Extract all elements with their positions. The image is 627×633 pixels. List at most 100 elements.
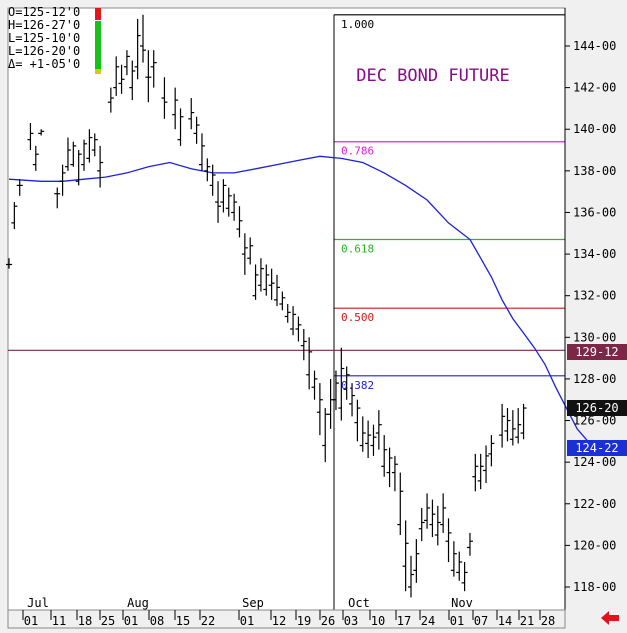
ohlc-bar [16, 179, 23, 196]
y-tick-label-0: 144-00 [573, 39, 616, 53]
ohlc-bar [413, 539, 420, 583]
x-day-label-19: 21 [520, 614, 534, 628]
ohlc-bar [150, 50, 157, 88]
chart-title: DEC BOND FUTURE [356, 66, 510, 86]
ohlc-bar [209, 164, 216, 196]
ohlc-bar [32, 145, 39, 171]
x-month-label-2: Sep [242, 596, 264, 610]
y-tick-label-11: 122-00 [573, 497, 616, 511]
readout-low: L=125-10'0 [8, 31, 81, 45]
ohlc-bar [274, 274, 280, 307]
x-day-label-7: 22 [201, 614, 215, 628]
ohlc-bar [188, 98, 195, 130]
y-tick-label-13: 118-00 [573, 580, 616, 594]
ohlc-bar [520, 403, 527, 440]
ohlc-bar [231, 193, 238, 221]
y-tick-label-4: 136-00 [573, 205, 616, 219]
ohlc-bar [461, 562, 468, 592]
ohlc-bar [177, 108, 184, 146]
ohlc-bar [70, 141, 77, 167]
fib-label-3: 0.500 [341, 311, 374, 324]
readout-last: L=126-20'0 [8, 44, 81, 58]
ohlc-bar [59, 164, 66, 196]
x-day-label-18: 14 [498, 614, 512, 628]
ohlc-bar [193, 116, 200, 144]
fib-label-0: 1.000 [341, 18, 374, 31]
ohlc-bar [375, 410, 382, 450]
ohlc-bar [477, 453, 484, 490]
ohlc-bar [284, 304, 291, 323]
x-month-label-4: Nov [451, 596, 473, 610]
ohlc-bar [54, 187, 61, 209]
x-day-label-9: 12 [272, 614, 286, 628]
ohlc-bar [220, 179, 227, 213]
ohlc-bar [225, 187, 232, 217]
ohlc-bar [118, 64, 125, 94]
x-day-label-3: 25 [101, 614, 115, 628]
fib-label-2: 0.618 [341, 243, 374, 256]
ohlc-bar [263, 264, 270, 296]
ohlc-bar [306, 337, 313, 390]
x-day-label-2: 18 [78, 614, 92, 628]
ohlc-bar [332, 370, 339, 411]
y-tick-label-12: 120-00 [573, 538, 616, 552]
y-tick-label-5: 134-00 [573, 247, 616, 261]
ohlc-bar [354, 399, 361, 442]
ohlc-bar [172, 87, 179, 130]
readout-high: H=126-27'0 [8, 18, 81, 32]
ohlc-bar [466, 532, 473, 556]
ohlc-bar [257, 258, 264, 292]
ohlc-bar [123, 50, 130, 76]
x-day-label-0: 01 [24, 614, 38, 628]
x-day-label-16: 01 [450, 614, 464, 628]
scroll-left-arrow-icon[interactable] [601, 611, 619, 625]
x-day-label-10: 19 [297, 614, 311, 628]
y-tick-label-1: 142-00 [573, 81, 616, 95]
ohlc-bar [515, 408, 522, 444]
ohlc-bar [338, 347, 345, 421]
ohlc-bar [434, 505, 441, 546]
ohlc-bar [75, 150, 82, 186]
ohlc-bar [343, 366, 350, 400]
plot-area [7, 7, 566, 611]
ohlc-bar [445, 518, 452, 563]
ohlc-bar [488, 435, 495, 467]
moving-average-line [8, 155, 605, 451]
ohlc-bar [113, 56, 120, 96]
ohlc-bar [11, 202, 18, 230]
fib-label-1: 0.786 [341, 145, 374, 158]
fib-label-4: 0.382 [341, 379, 374, 392]
x-day-label-14: 17 [397, 614, 411, 628]
ohlc-bar [499, 403, 506, 448]
ohlc-bar [295, 316, 302, 342]
ohlc-bar [472, 453, 479, 492]
y-tick-label-6: 132-00 [573, 289, 616, 303]
ohlc-bar [97, 145, 104, 188]
ohlc-bar [268, 268, 275, 300]
ohlc-bar [198, 133, 205, 171]
readout-change: Δ= +1-05'0 [8, 57, 81, 71]
readout-open: O=125-12'0 [8, 5, 81, 19]
ohlc-bar [456, 551, 463, 581]
ohlc-bar [424, 493, 431, 529]
readout-indicator-bar [95, 8, 101, 74]
ohlc-bar [300, 328, 307, 361]
ohlc-bar [391, 455, 398, 492]
ohlc-bar [215, 181, 222, 223]
ohlc-bar [86, 129, 93, 163]
ohlc-bar [279, 291, 286, 311]
ohlc-bar [140, 14, 146, 63]
x-month-label-0: Jul [27, 596, 49, 610]
ohlc-bar [316, 383, 323, 436]
y-tick-label-3: 138-00 [573, 164, 616, 178]
price-tag-moving-average: 124-22 [567, 440, 627, 456]
ohlc-bar [38, 129, 45, 136]
x-day-label-11: 26 [321, 614, 335, 628]
ohlc-bar [311, 370, 318, 400]
ohlc-bar [418, 507, 425, 542]
ohlc-bar [241, 233, 248, 275]
ohlc-bar [290, 306, 297, 336]
y-tick-label-9: 126-00 [573, 414, 616, 428]
x-day-label-5: 08 [150, 614, 164, 628]
